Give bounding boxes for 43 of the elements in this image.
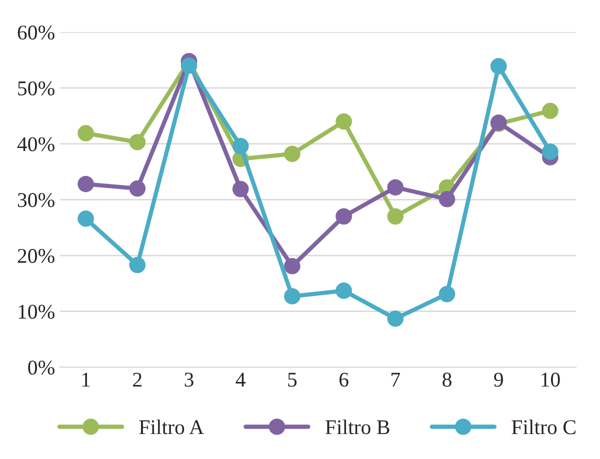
point xyxy=(284,258,300,274)
point xyxy=(336,208,352,225)
y-tick-label: 0% xyxy=(28,360,54,375)
point xyxy=(387,208,404,225)
x-tick-label: 7 xyxy=(392,372,400,387)
point xyxy=(129,180,146,197)
point xyxy=(387,179,404,196)
point xyxy=(336,282,352,299)
point xyxy=(542,102,558,120)
point xyxy=(78,176,94,192)
point xyxy=(78,210,94,227)
point xyxy=(490,58,507,74)
point xyxy=(129,134,146,150)
x-tick-label: 8 xyxy=(442,372,452,387)
legend-label: Filtro A xyxy=(139,420,204,434)
point xyxy=(542,143,558,160)
legend-label: Filtro B xyxy=(325,420,390,434)
point xyxy=(438,190,456,208)
point xyxy=(129,256,146,274)
legend-label: Filtro C xyxy=(512,420,576,434)
x-tick-label: 10 xyxy=(542,372,560,387)
y-tick-label: 40% xyxy=(17,137,54,152)
point xyxy=(284,288,300,304)
y-tick-label: 50% xyxy=(18,81,54,96)
y-tick-label: 60% xyxy=(18,26,54,40)
point xyxy=(232,138,249,154)
point xyxy=(284,146,300,162)
y-tick-label: 10% xyxy=(18,304,54,319)
y-tick-label: 20% xyxy=(18,248,54,264)
x-tick-label: 1 xyxy=(82,372,90,387)
x-tick-label: 2 xyxy=(133,372,142,387)
x-tick-label: 9 xyxy=(494,372,503,387)
x-tick-label: 4 xyxy=(236,372,246,387)
point xyxy=(78,125,94,142)
point xyxy=(232,180,249,198)
point xyxy=(336,113,352,130)
point xyxy=(387,310,404,327)
point xyxy=(438,286,456,302)
y-tick-label: 30% xyxy=(18,193,54,208)
x-tick-label: 5 xyxy=(288,372,297,387)
x-tick-label: 3 xyxy=(184,372,194,387)
x-tick-label: 6 xyxy=(339,372,348,387)
point xyxy=(180,57,198,74)
